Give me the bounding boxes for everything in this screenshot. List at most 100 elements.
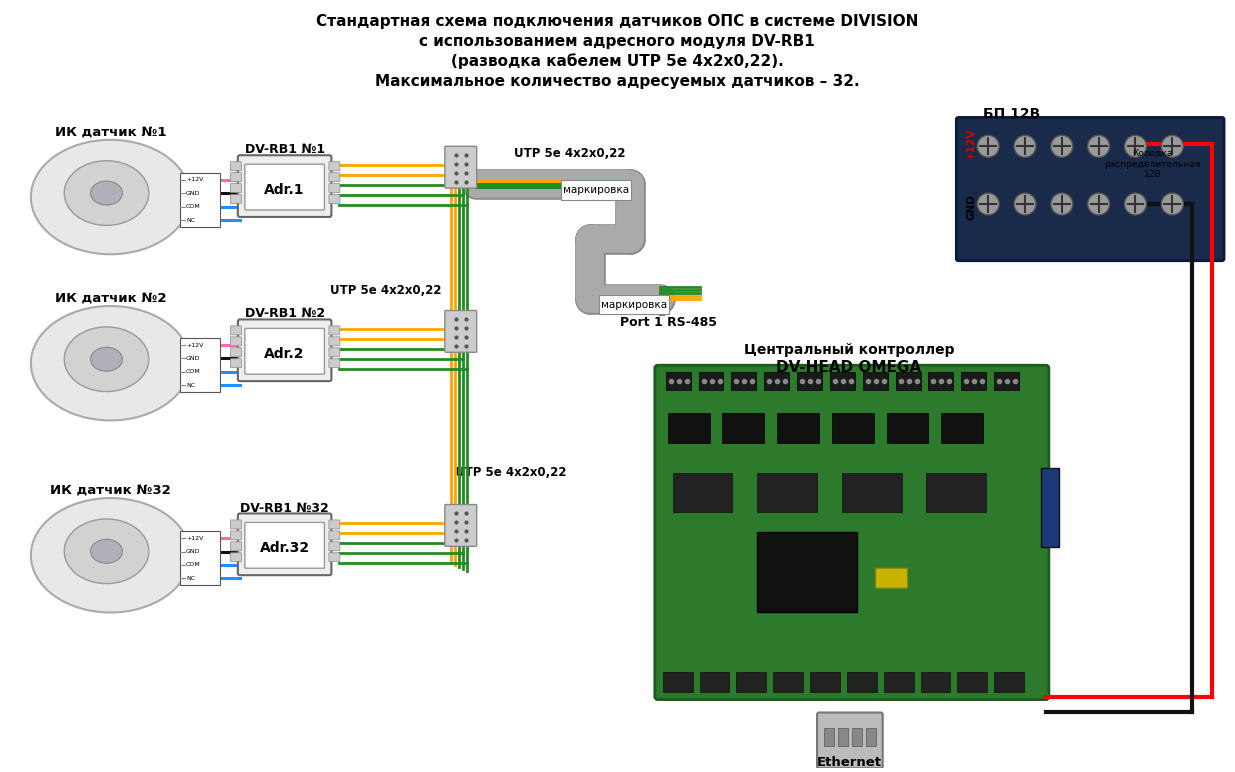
FancyBboxPatch shape	[231, 553, 241, 562]
Circle shape	[1051, 135, 1073, 157]
FancyBboxPatch shape	[863, 372, 888, 390]
Ellipse shape	[64, 327, 148, 391]
Text: UTP 5е 4х2х0,22: UTP 5е 4х2х0,22	[454, 466, 567, 479]
FancyBboxPatch shape	[231, 337, 241, 346]
Text: с использованием адресного модуля DV-RB1: с использованием адресного модуля DV-RB1	[419, 34, 815, 49]
FancyBboxPatch shape	[895, 372, 920, 390]
FancyBboxPatch shape	[876, 568, 908, 588]
FancyBboxPatch shape	[866, 729, 876, 747]
Circle shape	[977, 135, 999, 157]
FancyBboxPatch shape	[445, 310, 477, 352]
Text: UTP 5е 4х2х0,22: UTP 5е 4х2х0,22	[515, 147, 626, 161]
FancyBboxPatch shape	[994, 672, 1024, 692]
FancyBboxPatch shape	[561, 180, 631, 200]
Circle shape	[1088, 193, 1109, 215]
Text: маркировка: маркировка	[563, 185, 629, 195]
FancyBboxPatch shape	[757, 472, 818, 513]
FancyBboxPatch shape	[920, 672, 951, 692]
FancyBboxPatch shape	[736, 672, 766, 692]
FancyBboxPatch shape	[837, 729, 848, 747]
FancyBboxPatch shape	[852, 729, 862, 747]
FancyBboxPatch shape	[599, 295, 668, 314]
FancyBboxPatch shape	[231, 348, 241, 357]
FancyBboxPatch shape	[329, 337, 340, 346]
Text: +12V: +12V	[966, 127, 977, 158]
FancyBboxPatch shape	[329, 553, 340, 562]
FancyBboxPatch shape	[818, 713, 883, 768]
FancyBboxPatch shape	[231, 326, 241, 335]
FancyBboxPatch shape	[757, 533, 857, 612]
Ellipse shape	[90, 540, 122, 564]
FancyBboxPatch shape	[830, 372, 855, 390]
FancyBboxPatch shape	[231, 542, 241, 550]
Circle shape	[1051, 193, 1073, 215]
Text: COM: COM	[186, 205, 201, 209]
FancyBboxPatch shape	[231, 173, 241, 181]
Text: UTP 5е 4х2х0,22: UTP 5е 4х2х0,22	[331, 283, 442, 296]
FancyBboxPatch shape	[673, 472, 732, 513]
Text: DV-RB1 №1: DV-RB1 №1	[245, 144, 325, 156]
FancyBboxPatch shape	[773, 672, 803, 692]
FancyBboxPatch shape	[231, 184, 241, 192]
FancyBboxPatch shape	[231, 195, 241, 204]
FancyBboxPatch shape	[329, 173, 340, 181]
Ellipse shape	[64, 161, 148, 225]
FancyBboxPatch shape	[699, 672, 730, 692]
Ellipse shape	[90, 181, 122, 205]
FancyBboxPatch shape	[764, 372, 789, 390]
FancyBboxPatch shape	[797, 372, 823, 390]
Text: +12V: +12V	[186, 343, 204, 347]
FancyBboxPatch shape	[329, 195, 340, 204]
Text: NC: NC	[186, 218, 195, 222]
FancyBboxPatch shape	[329, 348, 340, 357]
FancyBboxPatch shape	[668, 413, 710, 443]
Text: Adr.32: Adr.32	[259, 541, 310, 555]
Text: БП 12В: БП 12В	[983, 107, 1040, 121]
Ellipse shape	[31, 140, 190, 254]
Text: Колодка
распределительная
12В: Колодка распределительная 12В	[1104, 149, 1200, 179]
FancyBboxPatch shape	[884, 672, 914, 692]
Circle shape	[1161, 193, 1183, 215]
FancyBboxPatch shape	[1041, 468, 1058, 547]
Text: GND: GND	[966, 194, 977, 220]
Circle shape	[1125, 135, 1146, 157]
FancyBboxPatch shape	[887, 413, 929, 443]
FancyBboxPatch shape	[842, 472, 902, 513]
FancyBboxPatch shape	[329, 531, 340, 540]
FancyBboxPatch shape	[180, 531, 220, 585]
Text: Стандартная схема подключения датчиков ОПС в системе DIVISION: Стандартная схема подключения датчиков О…	[316, 14, 918, 29]
Text: ИК датчик №32: ИК датчик №32	[51, 483, 170, 496]
FancyBboxPatch shape	[231, 359, 241, 367]
FancyBboxPatch shape	[329, 520, 340, 529]
Text: Adr.1: Adr.1	[264, 183, 305, 197]
Ellipse shape	[90, 347, 122, 371]
FancyBboxPatch shape	[722, 413, 764, 443]
Text: ИК датчик №2: ИК датчик №2	[54, 292, 167, 305]
Text: COM: COM	[186, 370, 201, 374]
FancyBboxPatch shape	[238, 320, 331, 381]
FancyBboxPatch shape	[231, 161, 241, 171]
Text: DV-RB1 №32: DV-RB1 №32	[241, 502, 329, 515]
FancyBboxPatch shape	[231, 520, 241, 529]
Text: Максимальное количество адресуемых датчиков – 32.: Максимальное количество адресуемых датчи…	[374, 73, 860, 89]
FancyBboxPatch shape	[956, 117, 1224, 261]
Circle shape	[1161, 135, 1183, 157]
Text: COM: COM	[186, 563, 201, 567]
Text: Центральный контроллер: Центральный контроллер	[743, 344, 955, 357]
Text: NC: NC	[186, 383, 195, 388]
Text: GND: GND	[186, 356, 200, 361]
FancyBboxPatch shape	[961, 372, 987, 390]
FancyBboxPatch shape	[245, 523, 325, 568]
Text: DV-HEAD OMEGA: DV-HEAD OMEGA	[777, 361, 921, 375]
FancyBboxPatch shape	[847, 672, 877, 692]
FancyBboxPatch shape	[824, 729, 834, 747]
Circle shape	[1125, 193, 1146, 215]
FancyBboxPatch shape	[663, 672, 693, 692]
Circle shape	[1088, 135, 1109, 157]
Text: +12V: +12V	[186, 536, 204, 540]
FancyBboxPatch shape	[180, 338, 220, 392]
FancyBboxPatch shape	[238, 513, 331, 575]
Circle shape	[1014, 193, 1036, 215]
FancyBboxPatch shape	[445, 505, 477, 547]
FancyBboxPatch shape	[832, 413, 873, 443]
